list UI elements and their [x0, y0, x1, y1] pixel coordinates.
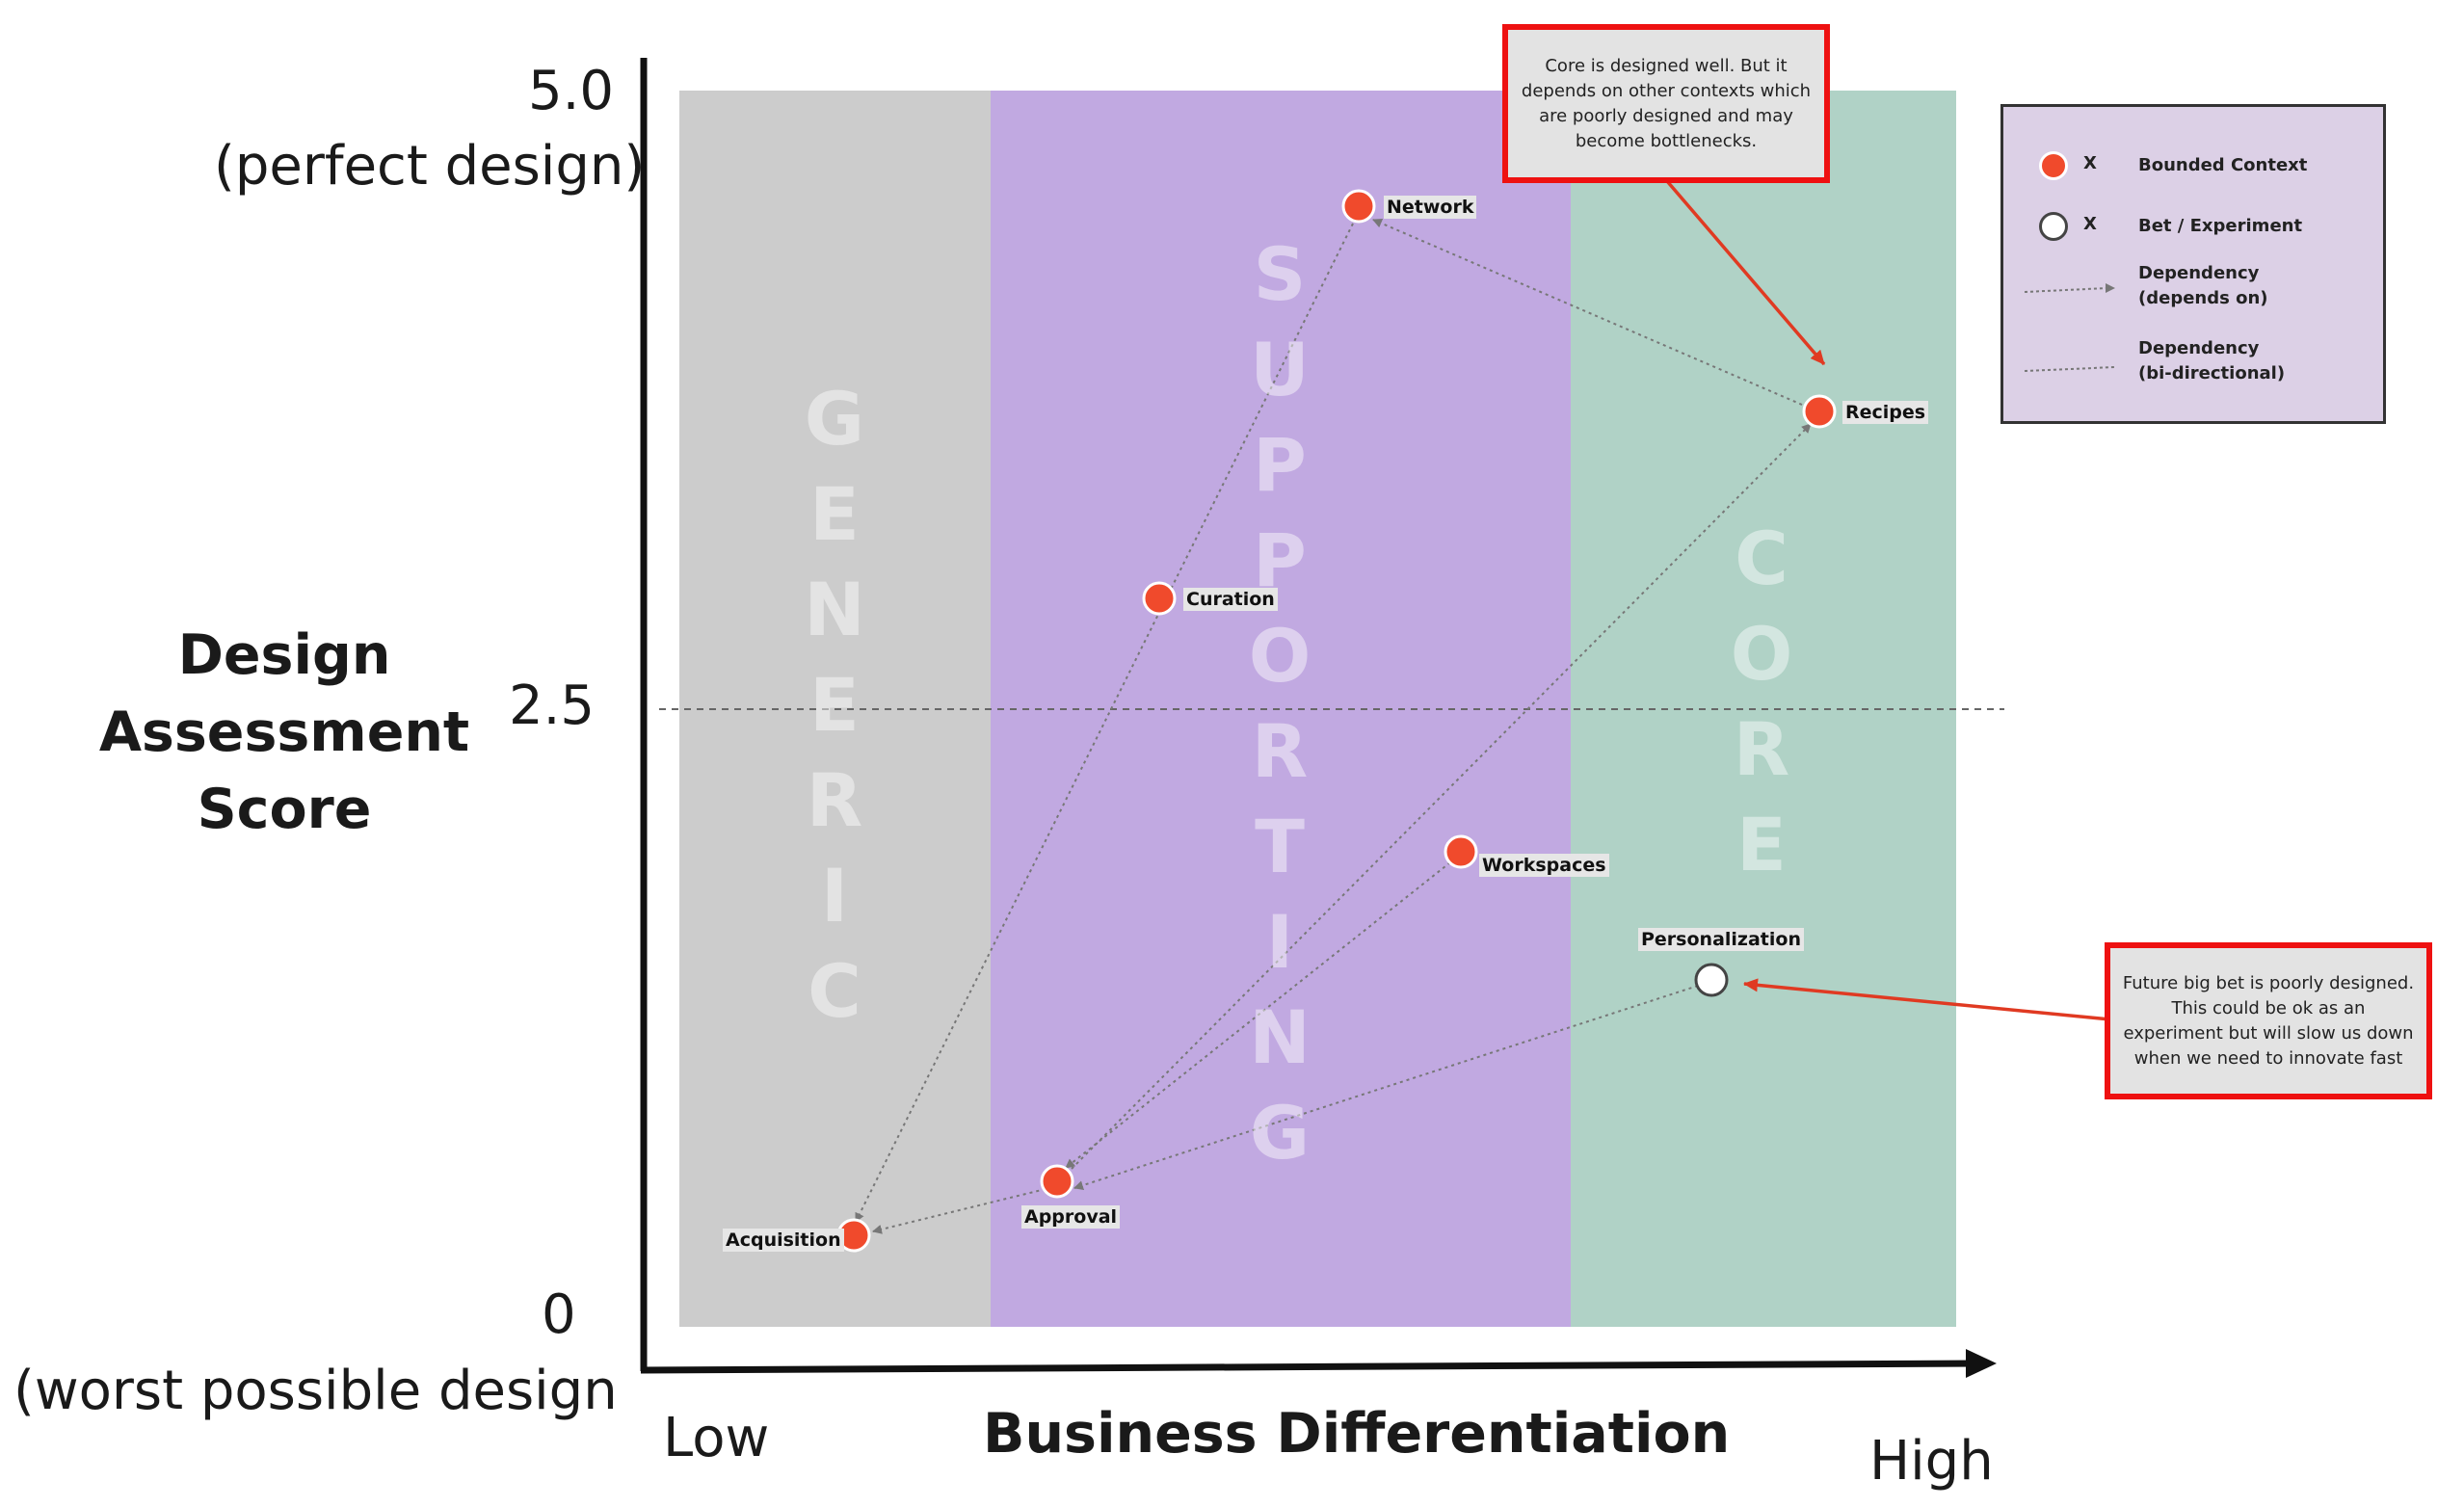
zone-letter: O: [1730, 611, 1793, 697]
node-recipes[interactable]: [1802, 394, 1837, 429]
legend-depends-on-line1: Dependency: [2138, 263, 2260, 283]
zone-letter: C: [808, 948, 861, 1034]
legend-bounded-context-x: X: [2083, 153, 2097, 173]
y-bottom-caption: (worst possible design: [13, 1360, 618, 1422]
zone-letter: U: [1250, 327, 1310, 412]
note-bet: Future big bet is poorly designed. This …: [2105, 942, 2432, 1099]
y-mid-value: 2.5: [509, 674, 596, 737]
zone-letter: R: [1251, 708, 1309, 794]
zone-letter: G: [804, 376, 865, 462]
legend-bounded-context-label: Bounded Context: [2138, 155, 2308, 175]
x-axis-line: [640, 1360, 1976, 1374]
zone-letter: I: [1265, 899, 1294, 985]
legend: X Bounded Context X Bet / Experiment Dep…: [2000, 104, 2386, 424]
y-bottom-value: 0: [542, 1283, 576, 1346]
legend-bidirectional-icon: [2024, 366, 2116, 372]
zone-letter: T: [1255, 804, 1305, 889]
zone-letter: N: [1249, 994, 1311, 1080]
dep-workspaces-approval: [1065, 861, 1451, 1169]
legend-depends-on-icon: [2024, 283, 2115, 293]
legend-bidirectional-label: Dependency (bi-directional): [2138, 336, 2285, 386]
node-label-workspaces: Workspaces: [1479, 854, 1609, 877]
legend-bet-label: Bet / Experiment: [2138, 216, 2303, 236]
zone-letter: O: [1248, 613, 1311, 699]
zone-letter: P: [1253, 422, 1307, 508]
node-curation[interactable]: [1142, 581, 1177, 616]
legend-bidirectional-line1: Dependency: [2138, 338, 2260, 358]
legend-bounded-context-icon: [2039, 151, 2068, 180]
nodes: [836, 189, 1837, 1253]
y-axis-title: Design Assessment Score: [98, 623, 470, 841]
dependency-lines: [855, 218, 1812, 1234]
zone-letter: S: [1253, 231, 1307, 317]
note-core: Core is designed well. But it depends on…: [1502, 24, 1830, 183]
zone-letter: I: [820, 853, 849, 939]
node-label-curation: Curation: [1183, 588, 1278, 611]
y-top-caption: (perfect design): [214, 135, 646, 198]
x-axis-title: Business Differentiation: [983, 1402, 1731, 1466]
zone-letter: E: [1736, 802, 1787, 887]
zone-letter: E: [809, 662, 860, 748]
node-label-personalization: Personalization: [1638, 928, 1804, 951]
node-workspaces[interactable]: [1444, 834, 1478, 869]
zone-letter: C: [1735, 516, 1788, 601]
zone-letter: R: [1733, 706, 1790, 792]
legend-depends-on-line2: (depends on): [2138, 288, 2268, 308]
legend-bet-icon: [2039, 212, 2068, 241]
x-low-label: Low: [663, 1407, 770, 1469]
node-label-approval: Approval: [1021, 1205, 1121, 1229]
zone-letter: G: [1249, 1090, 1311, 1176]
callout-arrow-core: [1665, 179, 1826, 366]
dep-approval-acquisition: [872, 1188, 1047, 1234]
node-personalization[interactable]: [1694, 963, 1729, 997]
node-label-recipes: Recipes: [1842, 401, 1929, 424]
zone-letter: R: [806, 757, 863, 843]
callout-arrow-bet: [1743, 978, 2111, 1021]
zone-letter: E: [809, 471, 860, 557]
node-label-acquisition: Acquisition: [723, 1229, 844, 1252]
node-label-network: Network: [1384, 196, 1477, 219]
legend-bet-x: X: [2083, 214, 2097, 234]
node-approval[interactable]: [1040, 1164, 1074, 1199]
node-network[interactable]: [1341, 189, 1376, 224]
legend-bidirectional-line2: (bi-directional): [2138, 363, 2286, 383]
dep-personalization-approval: [1073, 985, 1699, 1190]
x-high-label: High: [1869, 1430, 1994, 1493]
legend-depends-on-label: Dependency (depends on): [2138, 261, 2268, 311]
y-top-value: 5.0: [528, 60, 615, 122]
x-axis-arrowhead: [1966, 1349, 1997, 1378]
zone-letter: N: [804, 567, 865, 652]
